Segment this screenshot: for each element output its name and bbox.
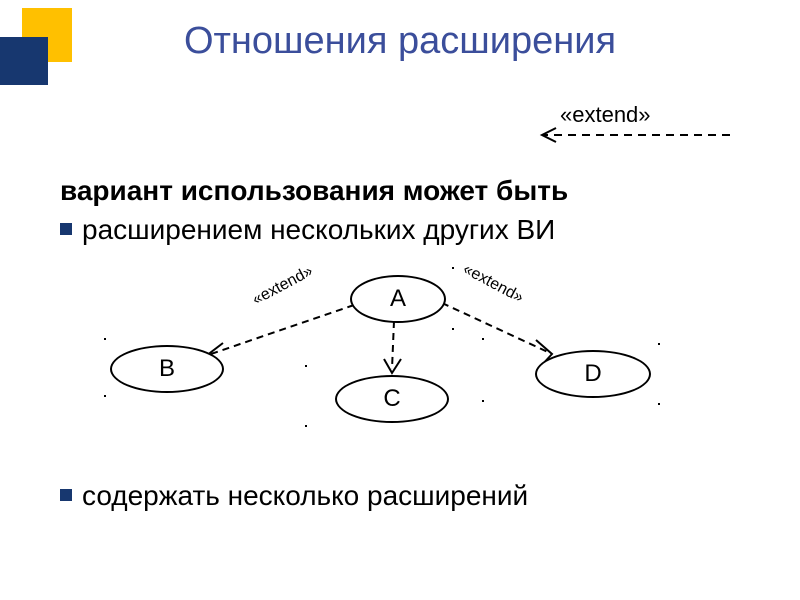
bullet-2: содержать несколько расширений xyxy=(60,480,760,512)
bullet-icon xyxy=(60,489,72,501)
intro-text: вариант использования может быть xyxy=(60,175,568,207)
bullet-1-text: расширением нескольких других ВИ xyxy=(82,214,555,245)
bullet-icon xyxy=(60,223,72,235)
bullet-2-text: содержать несколько расширений xyxy=(82,480,528,511)
usecase-node-d: D xyxy=(535,350,651,398)
usecase-node-a: A xyxy=(350,275,446,323)
extend-diagram: A B C D «extend» «extend» xyxy=(90,275,670,430)
bullet-1: расширением нескольких других ВИ xyxy=(60,214,760,246)
usecase-node-b: B xyxy=(110,345,224,393)
extend-arrow-icon xyxy=(530,126,740,144)
usecase-node-c: C xyxy=(335,375,449,423)
slide-title: Отношения расширения xyxy=(0,20,800,63)
extend-stereotype-label: «extend» xyxy=(560,102,651,128)
slide: Отношения расширения «extend» вариант ис… xyxy=(0,0,800,600)
